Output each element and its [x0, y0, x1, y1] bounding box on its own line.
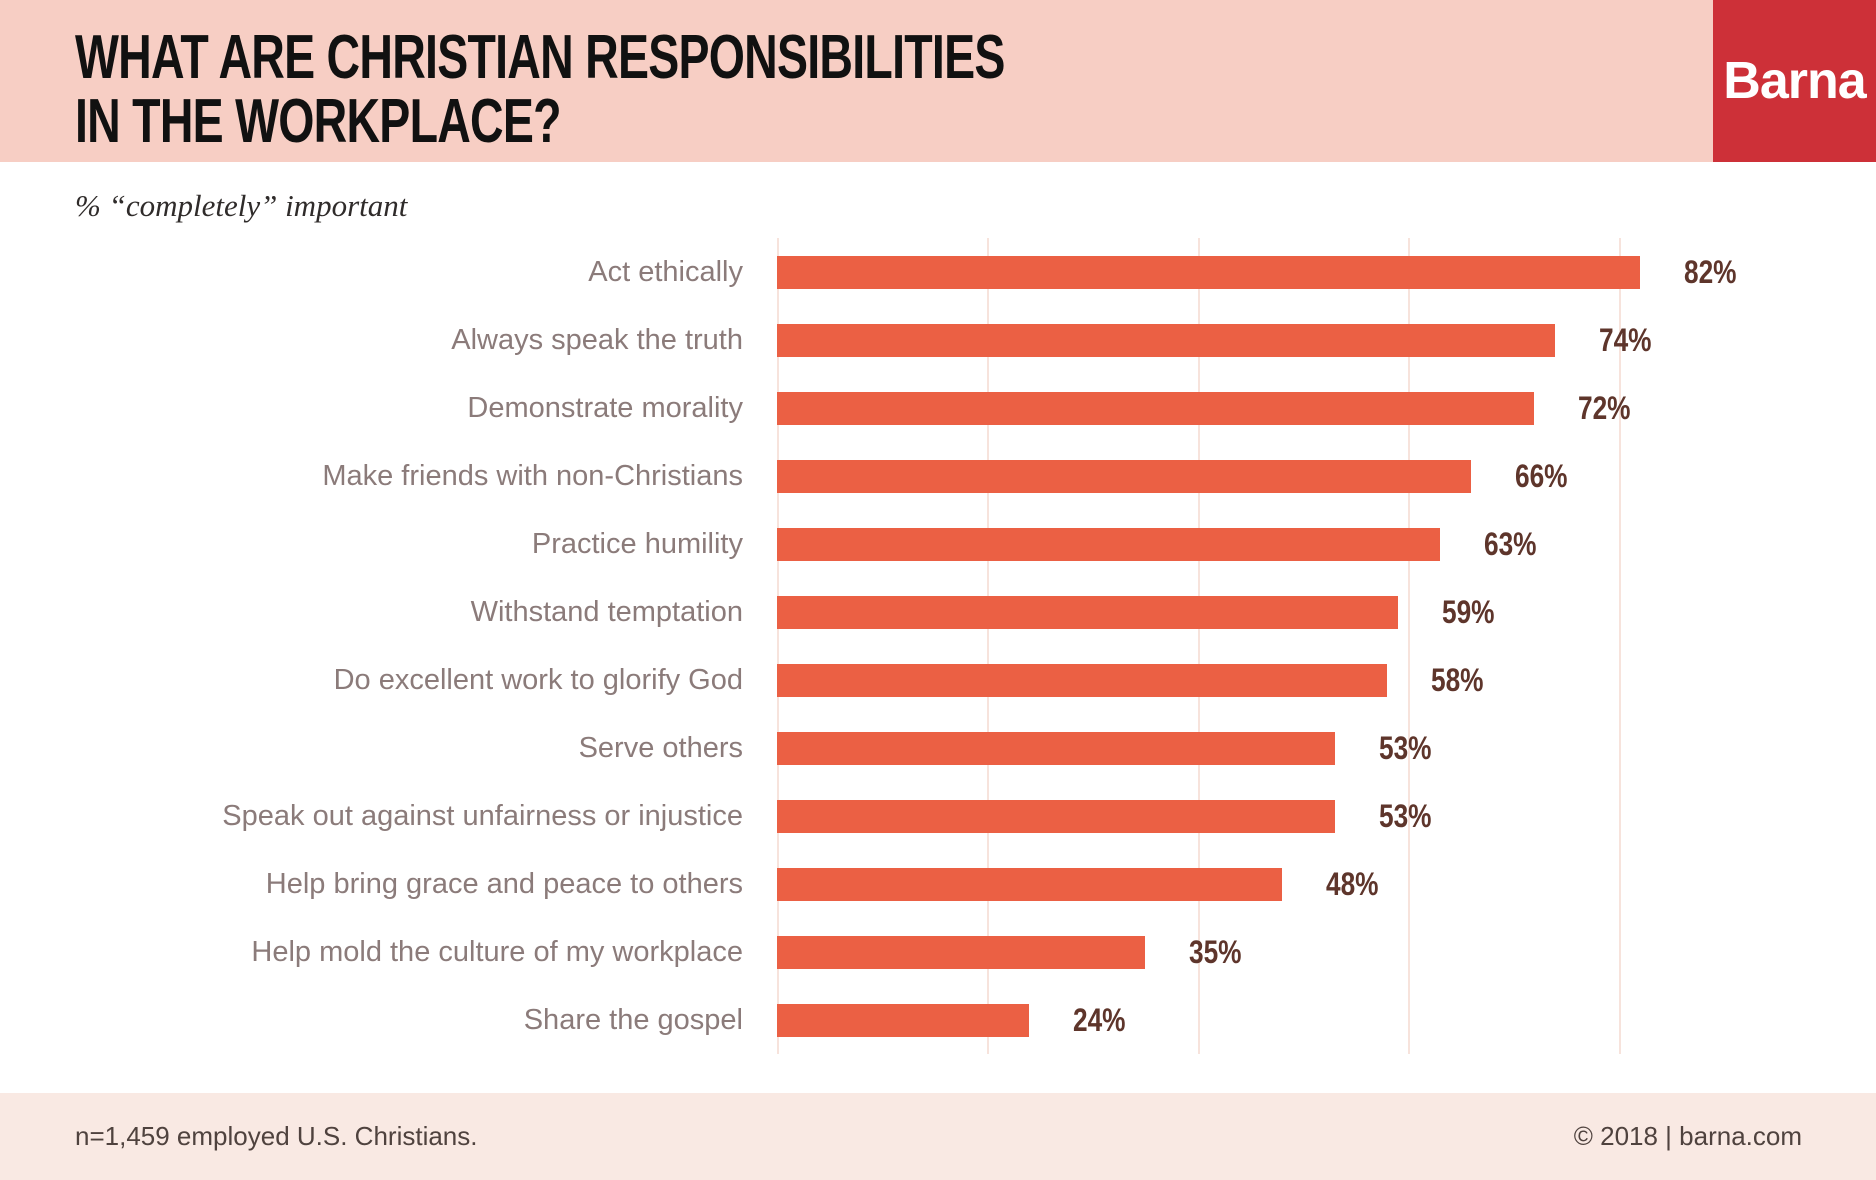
barna-logo-text: Barna — [1723, 52, 1866, 110]
bar-value: 59% — [1442, 593, 1495, 630]
chart-row: Help mold the culture of my workplace 35… — [0, 918, 1876, 986]
bar-label: Always speak the truth — [451, 323, 743, 356]
bar-label: Help bring grace and peace to others — [265, 867, 743, 900]
bar — [777, 595, 1398, 629]
bar-value: 53% — [1379, 729, 1432, 766]
header: WHAT ARE CHRISTIAN RESPONSIBILITIES IN T… — [0, 0, 1876, 162]
title-line-1: WHAT ARE CHRISTIAN RESPONSIBILITIES — [75, 23, 1005, 92]
chart-row: Share the gospel 24% — [0, 986, 1876, 1054]
bar — [777, 323, 1555, 357]
chart-row: Speak out against unfairness or injustic… — [0, 782, 1876, 850]
bar-label: Act ethically — [588, 255, 743, 288]
bar-wrap: 53% — [777, 798, 1876, 835]
bar-value: 82% — [1684, 253, 1737, 290]
chart-row: Withstand temptation 59% — [0, 578, 1876, 646]
chart-row: Act ethically 82% — [0, 238, 1876, 306]
bar-wrap: 24% — [777, 1002, 1876, 1039]
bar-label: Help mold the culture of my workplace — [251, 935, 743, 968]
bar-value: 63% — [1484, 525, 1537, 562]
bar — [777, 459, 1471, 493]
gridline — [987, 238, 989, 1054]
bar-wrap: 48% — [777, 866, 1876, 903]
barna-logo: Barna — [1713, 0, 1876, 162]
bar — [777, 527, 1440, 561]
footer: n=1,459 employed U.S. Christians. © 2018… — [0, 1093, 1876, 1180]
copyright-text: © 2018 | barna.com — [1573, 1121, 1802, 1151]
bar-value: 72% — [1578, 389, 1631, 426]
gridline — [1198, 238, 1200, 1054]
bar — [777, 799, 1335, 833]
bar-label: Make friends with non-Christians — [322, 459, 743, 492]
bar-label: Practice humility — [531, 527, 743, 560]
chart-row: Demonstrate morality 72% — [0, 374, 1876, 442]
bar-label: Do excellent work to glorify God — [333, 663, 743, 696]
page-title: WHAT ARE CHRISTIAN RESPONSIBILITIES IN T… — [75, 23, 1005, 157]
bar — [777, 391, 1534, 425]
bar-label: Serve others — [578, 731, 743, 764]
bar-label: Demonstrate morality — [467, 391, 743, 424]
bar-value: 24% — [1073, 1001, 1126, 1038]
chart-row: Do excellent work to glorify God 58% — [0, 646, 1876, 714]
chart-row: Make friends with non-Christians 66% — [0, 442, 1876, 510]
chart-subtitle: % “completely” important — [75, 188, 408, 223]
bar — [777, 731, 1335, 765]
chart-row: Help bring grace and peace to others 48% — [0, 850, 1876, 918]
bar-wrap: 72% — [777, 390, 1876, 427]
gridline — [777, 238, 779, 1054]
gridline-layer — [777, 238, 1829, 1054]
bar — [777, 867, 1282, 901]
title-line-2: IN THE WORKPLACE? — [75, 87, 562, 157]
sample-size-note: n=1,459 employed U.S. Christians. — [75, 1121, 478, 1151]
bar-wrap: 74% — [777, 322, 1876, 359]
bar — [777, 935, 1145, 969]
bar-wrap: 58% — [777, 662, 1876, 699]
bar-value: 74% — [1599, 321, 1652, 358]
bar-wrap: 35% — [777, 934, 1876, 971]
bar-label: Speak out against unfairness or injustic… — [222, 799, 743, 832]
bar-wrap: 59% — [777, 594, 1876, 631]
bar-wrap: 82% — [777, 254, 1876, 291]
bar-value: 53% — [1379, 797, 1432, 834]
bar-value: 35% — [1189, 933, 1242, 970]
chart-row: Practice humility 63% — [0, 510, 1876, 578]
bar-label: Withstand temptation — [470, 595, 743, 628]
bar-wrap: 63% — [777, 526, 1876, 563]
bar-value: 66% — [1515, 457, 1568, 494]
chart-row: Always speak the truth 74% — [0, 306, 1876, 374]
gridline — [1619, 238, 1621, 1054]
chart-rows: Act ethically 82% Always speak the truth… — [0, 238, 1876, 1054]
bar — [777, 255, 1640, 289]
bar — [777, 1003, 1029, 1037]
bar-value: 48% — [1326, 865, 1379, 902]
bar-wrap: 53% — [777, 730, 1876, 767]
bar-wrap: 66% — [777, 458, 1876, 495]
bar — [777, 663, 1387, 697]
bar-label: Share the gospel — [523, 1003, 743, 1036]
bar-value: 58% — [1431, 661, 1484, 698]
gridline — [1408, 238, 1410, 1054]
chart-row: Serve others 53% — [0, 714, 1876, 782]
bar-chart: Act ethically 82% Always speak the truth… — [0, 238, 1876, 1054]
